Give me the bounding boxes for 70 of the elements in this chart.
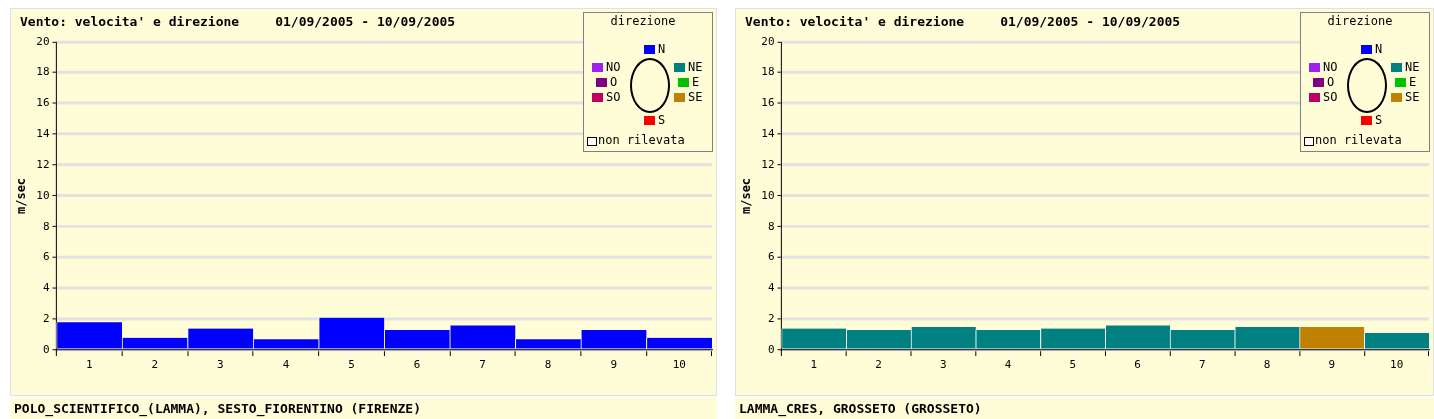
- y-tick-label: 12: [36, 157, 50, 171]
- legend-label: SO: [606, 90, 621, 104]
- text: POLO_SCIENTIFICO_(LAMMA), SESTO_FIORENTINO (FIRENZE): [10, 398, 717, 419]
- y-tick-label: 18: [761, 65, 775, 79]
- legend-label: N: [658, 42, 666, 56]
- y-tick-label: 4: [767, 281, 775, 295]
- chart-title: Vento: velocita' e direzione: [20, 14, 240, 29]
- y-tick-label: 10: [761, 188, 775, 202]
- legend-label: S: [1375, 113, 1383, 127]
- legend-label: N: [1375, 42, 1383, 56]
- y-tick-label: 20: [36, 34, 50, 48]
- y-tick-label: 10: [36, 188, 50, 202]
- legend-label: O: [610, 75, 618, 89]
- x-tick-label: 1: [810, 358, 818, 372]
- y-tick-label: 18: [36, 65, 50, 79]
- y-tick-label: 4: [42, 281, 50, 295]
- legend-label: SO: [1323, 90, 1338, 104]
- y-tick-label: 20: [761, 34, 775, 48]
- x-tick-label: 2: [151, 358, 159, 372]
- legend-label: SE: [1405, 90, 1420, 104]
- legend-label: NE: [688, 60, 703, 74]
- x-tick-label: 3: [217, 358, 224, 372]
- y-tick-label: 0: [42, 342, 50, 356]
- x-tick-label: 1: [85, 358, 93, 372]
- y-tick-label: 8: [42, 219, 50, 233]
- x-tick-label: 5: [348, 358, 355, 372]
- text: LAMMA_CRES, GROSSETO (GROSSETO): [735, 398, 1434, 419]
- x-tick-label: 4: [282, 358, 290, 372]
- y-tick-label: 8: [767, 219, 775, 233]
- y-axis-title: m/sec: [14, 177, 29, 214]
- y-tick-label: 14: [761, 127, 775, 141]
- y-tick-label: 14: [36, 127, 50, 141]
- legend-label: E: [692, 75, 700, 89]
- legend-label: O: [1327, 75, 1335, 89]
- legend-label: S: [658, 113, 666, 127]
- y-tick-label: 0: [767, 342, 775, 356]
- x-tick-label: 3: [940, 358, 947, 372]
- y-tick-label: 6: [42, 250, 50, 264]
- chart-subtitle: 01/09/2005 - 10/09/2005: [275, 14, 456, 29]
- y-tick-label: 16: [36, 96, 50, 110]
- x-tick-label: 9: [610, 358, 617, 372]
- x-tick-label: 8: [1263, 358, 1271, 372]
- x-tick-label: 6: [413, 358, 421, 372]
- y-tick-label: 2: [42, 312, 50, 326]
- x-tick-label: 4: [1004, 358, 1012, 372]
- x-tick-label: 7: [1199, 358, 1206, 372]
- x-tick-label: 2: [875, 358, 882, 372]
- y-tick-label: 2: [767, 312, 775, 326]
- y-tick-label: 6: [767, 250, 775, 264]
- y-axis-title: m/sec: [739, 177, 754, 214]
- legend-title: direzione: [1326, 14, 1394, 28]
- x-tick-label: 5: [1069, 358, 1077, 372]
- x-tick-label: 9: [1328, 358, 1336, 372]
- legend-label: non rilevata: [598, 132, 685, 148]
- legend-label: E: [1409, 75, 1417, 89]
- legend-label: NO: [606, 60, 621, 74]
- legend-label: SE: [688, 90, 703, 104]
- y-tick-label: 16: [761, 96, 775, 110]
- x-tick-label: 8: [544, 358, 552, 372]
- legend-label: NO: [1323, 60, 1338, 74]
- x-tick-label: 10: [672, 358, 686, 372]
- x-tick-label: 6: [1134, 358, 1141, 372]
- x-tick-label: 10: [1390, 358, 1404, 372]
- chart-title: Vento: velocita' e direzione: [745, 14, 965, 29]
- x-tick-label: 7: [479, 358, 486, 372]
- legend-title: direzione: [609, 14, 677, 28]
- legend-label: non rilevata: [1315, 132, 1402, 148]
- y-tick-label: 12: [761, 157, 775, 171]
- chart-subtitle: 01/09/2005 - 10/09/2005: [1000, 14, 1181, 29]
- legend-label: NE: [1405, 60, 1420, 74]
